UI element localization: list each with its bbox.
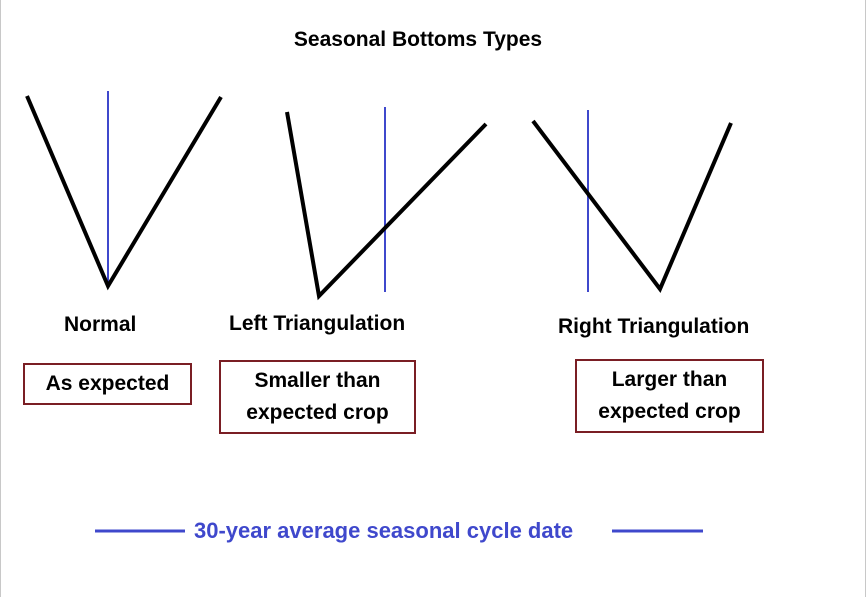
right-triangulation-result-line-2: expected crop xyxy=(598,400,741,423)
diagram-title: Seasonal Bottoms Types xyxy=(293,28,543,51)
left-triangulation-result-box: Smaller than expected crop xyxy=(219,360,416,434)
left-price-v-line xyxy=(285,111,488,301)
normal-bottom-shape xyxy=(25,91,223,291)
right-triangulation-shape xyxy=(531,110,733,293)
right-price-v-line xyxy=(531,119,733,293)
left-triangulation-result-line-2: expected crop xyxy=(246,401,389,424)
normal-result-line-1: As expected xyxy=(45,372,170,395)
normal-type-label: Normal xyxy=(64,313,137,336)
normal-result-box: As expected xyxy=(23,363,192,405)
legend-label: 30-year average seasonal cycle date xyxy=(194,518,574,543)
normal-price-v-line xyxy=(25,95,223,291)
right-triangulation-result-line-1: Larger than xyxy=(611,368,728,391)
left-triangulation-result-line-1: Smaller than xyxy=(254,369,381,392)
right-triangulation-type-label: Right Triangulation xyxy=(558,315,750,338)
left-triangulation-shape xyxy=(285,107,488,301)
right-triangulation-result-box: Larger than expected crop xyxy=(575,359,764,433)
left-triangulation-type-label: Left Triangulation xyxy=(229,312,406,335)
